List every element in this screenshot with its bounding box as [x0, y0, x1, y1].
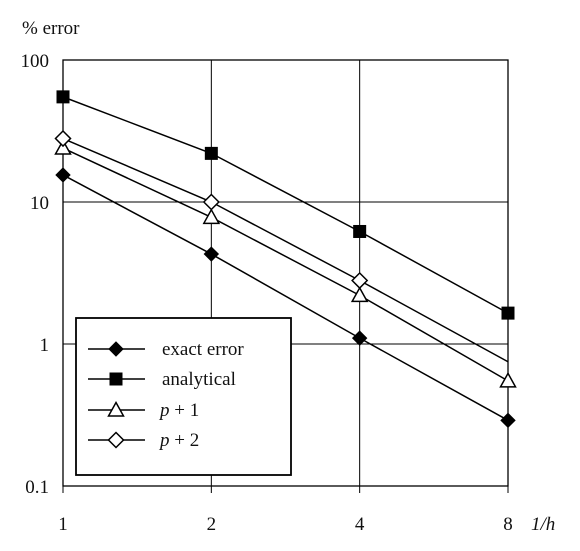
y-axis-label: % error	[22, 18, 80, 39]
data-point	[204, 146, 218, 160]
series-2	[54, 138, 517, 388]
legend-marker	[109, 372, 123, 386]
series-1	[56, 90, 515, 320]
legend-label: p + 2	[158, 430, 199, 451]
y-tick-label: 100	[21, 51, 50, 72]
data-point	[499, 371, 517, 388]
legend-label: exact error	[162, 339, 244, 360]
x-axis-label: 1/h	[531, 514, 555, 535]
legend: exact error analytical p + 1 p + 2	[75, 317, 292, 476]
data-point	[203, 246, 220, 262]
legend-item: analytical	[88, 369, 236, 390]
data-point	[501, 306, 515, 320]
legend-item: exact error	[88, 339, 244, 360]
series-line	[62, 137, 509, 363]
data-point	[350, 286, 369, 303]
data-point	[202, 208, 221, 225]
legend-marker	[107, 431, 125, 449]
data-point	[351, 271, 369, 290]
series-0	[55, 167, 516, 429]
legend-marker	[108, 341, 124, 357]
legend-marker	[107, 400, 125, 417]
legend-box	[75, 317, 292, 476]
data-point	[56, 90, 70, 104]
plot-area-frame	[62, 59, 509, 487]
x-tick-label: 2	[207, 514, 217, 535]
legend-label: analytical	[162, 369, 236, 390]
legend-item: p + 2	[88, 430, 199, 451]
data-point	[54, 129, 72, 148]
y-tick-label: 1	[40, 335, 50, 356]
series-line	[62, 96, 509, 314]
x-tick-label: 4	[355, 514, 365, 535]
legend-label: p + 1	[158, 400, 199, 421]
series-layer	[54, 90, 517, 429]
series-line	[62, 174, 509, 421]
x-tick-label: 1	[58, 514, 68, 535]
legend-item: p + 1	[88, 400, 199, 421]
series-3	[54, 129, 509, 363]
x-tick-label: 8	[503, 514, 513, 535]
data-point	[353, 224, 367, 238]
tick-labels: 1 2 4 8 100 10 1 0.1	[21, 51, 513, 535]
series-line	[62, 147, 509, 382]
data-point	[54, 138, 72, 155]
y-tick-label: 10	[30, 193, 49, 214]
data-point	[202, 193, 220, 211]
data-point	[500, 412, 516, 429]
y-tick-label: 0.1	[25, 477, 49, 498]
data-point	[55, 167, 71, 183]
data-point	[351, 330, 368, 346]
